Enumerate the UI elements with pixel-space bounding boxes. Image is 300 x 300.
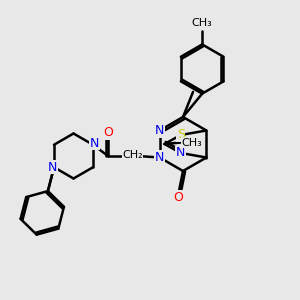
Text: N: N [155, 124, 164, 137]
Text: CH₂: CH₂ [122, 149, 143, 160]
Text: N: N [155, 151, 164, 164]
Text: N: N [48, 161, 57, 174]
Text: CH₃: CH₃ [182, 137, 202, 148]
Text: N: N [90, 137, 99, 150]
Text: O: O [103, 126, 113, 140]
Text: CH₃: CH₃ [192, 17, 213, 28]
Text: N: N [176, 146, 185, 160]
Text: S: S [177, 128, 185, 142]
Text: O: O [174, 190, 183, 204]
